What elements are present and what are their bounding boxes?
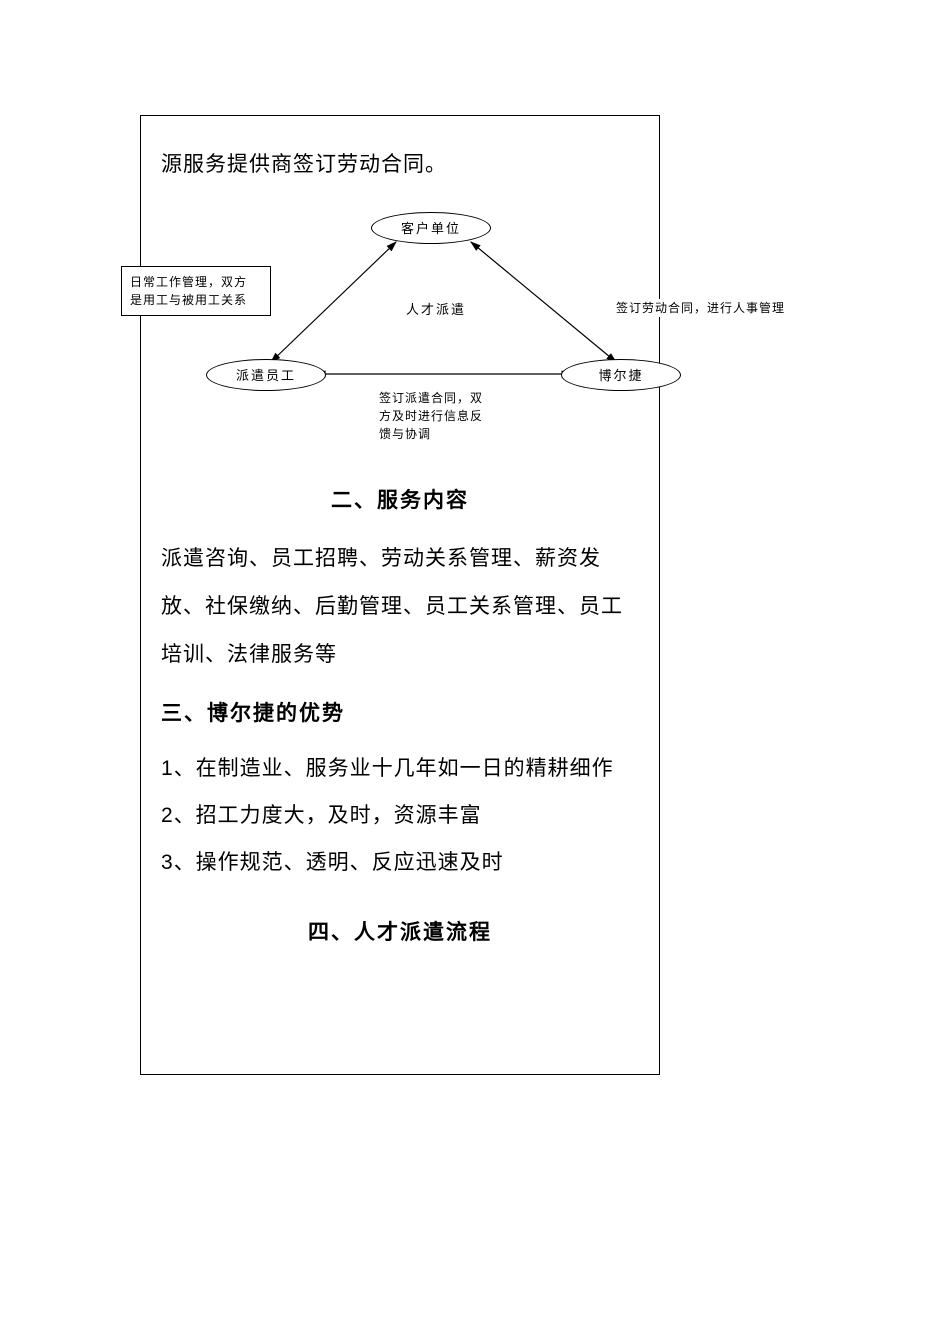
note-top-left-l2: 是用工与被用工关系: [130, 291, 262, 309]
note-top-left-l1: 日常工作管理，双方: [130, 273, 262, 291]
node-employee: 派遣员工: [206, 359, 326, 391]
note-right: 签订劳动合同，进行人事管理: [616, 299, 816, 317]
advantage-item-2: 2、招工力度大，及时，资源丰富: [161, 792, 639, 839]
flowchart-diagram: 客户单位 派遣员工 博尔捷 人才派遣 日常工作管理，双方 是用工与被用工关系 签…: [131, 194, 811, 454]
note-bottom-l2: 方及时进行信息反: [379, 407, 519, 425]
heading-advantages: 三、博尔捷的优势: [161, 697, 639, 727]
advantage-2-num: 2: [161, 804, 174, 827]
intro-text: 源服务提供商签订劳动合同。: [161, 146, 639, 184]
center-label: 人才派遣: [406, 299, 466, 318]
advantage-3-text: 、操作规范、透明、反应迅速及时: [174, 850, 504, 874]
node-company: 博尔捷: [561, 359, 681, 391]
heading-process: 四、人才派遣流程: [161, 916, 639, 946]
note-bottom: 签订派遣合同，双 方及时进行信息反 馈与协调: [379, 389, 519, 443]
heading-service-content: 二、服务内容: [161, 484, 639, 514]
note-bottom-l3: 馈与协调: [379, 425, 519, 443]
advantage-2-text: 、招工力度大，及时，资源丰富: [174, 803, 482, 827]
advantage-1-text: 、在制造业、服务业十几年如一日的精耕细作: [174, 756, 614, 780]
document-frame: 源服务提供商签订劳动合同。 客户单位 派遣员工 博尔: [140, 115, 660, 1075]
advantage-item-1: 1、在制造业、服务业十几年如一日的精耕细作: [161, 745, 639, 792]
advantage-3-num: 3: [161, 851, 174, 874]
node-client-label: 客户单位: [401, 218, 461, 237]
advantage-item-3: 3、操作规范、透明、反应迅速及时: [161, 839, 639, 886]
node-company-label: 博尔捷: [598, 365, 643, 384]
advantage-1-num: 1: [161, 757, 174, 780]
note-top-left: 日常工作管理，双方 是用工与被用工关系: [121, 266, 271, 316]
node-client: 客户单位: [371, 212, 491, 244]
node-employee-label: 派遣员工: [236, 365, 296, 384]
note-bottom-l1: 签订派遣合同，双: [379, 389, 519, 407]
service-content-body: 派遣咨询、员工招聘、劳动关系管理、薪资发放、社保缴纳、后勤管理、员工关系管理、员…: [161, 534, 639, 679]
